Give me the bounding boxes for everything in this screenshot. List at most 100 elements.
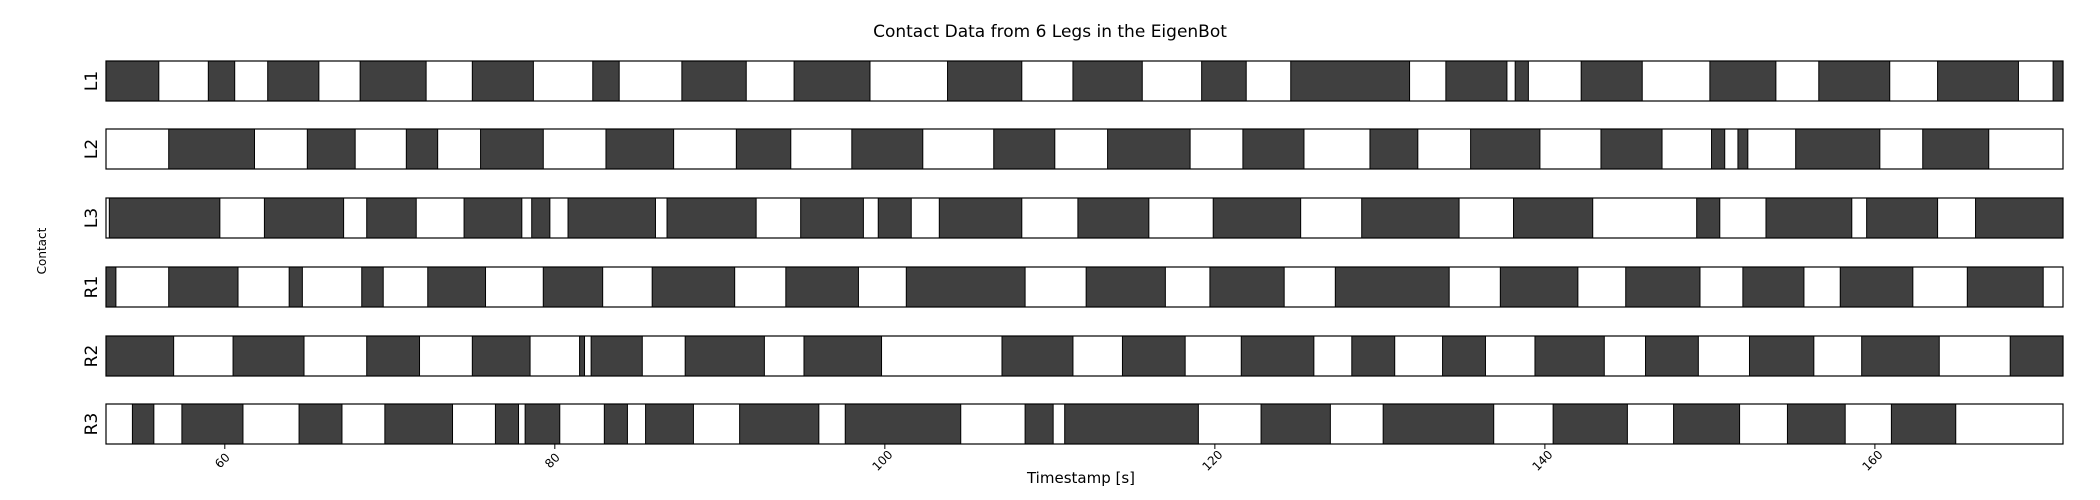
x-tick-label: 120 [1199,448,1225,474]
x-tick-label: 140 [1529,448,1555,474]
contact-segment [207,60,236,102]
contact-segment [1861,335,1940,377]
contact-segment [366,335,421,377]
contact-segment [605,128,675,170]
x-tick-label: 60 [212,450,233,471]
leg-row-r1: R1 [82,266,2064,308]
row-frame [105,197,2064,239]
contact-segment [1514,60,1529,102]
contact-segment [359,60,427,102]
contact-segment [542,266,604,308]
contact-segment [1975,197,2064,239]
contact-segment [1260,403,1331,445]
contact-segment [108,197,221,239]
contact-segment [405,128,439,170]
contact-segment [306,128,356,170]
contact-segment [1107,128,1191,170]
contact-segment [463,197,523,239]
contact-segment [1839,266,1914,308]
contact-segment [168,128,256,170]
contact-segment [1742,266,1805,308]
contact-segment [579,335,586,377]
contact-segment [1024,403,1054,445]
contact-segment [298,403,343,445]
contact-segment [1625,266,1701,308]
contact-segment [1382,403,1495,445]
contact-segment [1866,197,1939,239]
contact-segment [735,128,792,170]
contact-segment [1513,197,1594,239]
contact-segment [1121,335,1186,377]
contact-segment [361,266,384,308]
contact-segment [993,128,1056,170]
row-label-r2: R2 [82,345,102,368]
contact-segment [1445,60,1508,102]
chart-title: Contact Data from 6 Legs in the EigenBot [873,22,1227,42]
contact-segment [524,403,561,445]
contact-segment [263,197,345,239]
contact-segment [168,266,239,308]
contact-segment [1737,128,1749,170]
y-axis-label: Contact [35,227,49,274]
contact-segment [1334,266,1450,308]
contact-segment [1600,128,1663,170]
x-tick-label: 100 [869,448,895,474]
contact-segment [803,335,883,377]
row-frame [105,128,2064,170]
contact-segment [877,197,912,239]
contact-segment [666,197,757,239]
contact-segment [181,403,244,445]
leg-rows: L1 L2 L3 R1 R2 R3 [82,60,2064,445]
x-axis-label: Timestamp [s] [1026,469,1135,487]
contact-segment [938,197,1023,239]
contact-segment [785,266,859,308]
contact-segment [851,128,924,170]
contact-segment [471,335,531,377]
row-label-r3: R3 [82,413,102,436]
contact-segment [1552,403,1628,445]
contact-segment [793,60,871,102]
contact-segment [1890,403,1957,445]
leg-row-l1: L1 [82,60,2064,102]
contact-segment [1786,403,1846,445]
contact-segment [427,266,487,308]
row-background [106,336,2063,376]
contact-segment [1085,266,1166,308]
row-background [106,129,2063,169]
leg-row-r2: R2 [82,335,2064,377]
contact-segment [1351,335,1396,377]
contact-segment [1580,60,1643,102]
contact-segment [384,403,454,445]
contact-segment [480,128,544,170]
contact-segment [1442,335,1486,377]
contact-segment [1748,335,1815,377]
contact-segment [684,335,765,377]
contact-segment [1765,197,1853,239]
contact-segment [590,335,643,377]
contact-segment [2052,60,2064,102]
contact-segment [1795,128,1881,170]
contact-segment [681,60,747,102]
contact-segment [592,60,620,102]
x-tick-label: 80 [542,450,563,471]
contact-segment [567,197,656,239]
contact-segment [105,266,117,308]
contact-segment [1966,266,2044,308]
contact-segment [232,335,305,377]
contact-segment [131,403,155,445]
contact-segment [1534,335,1605,377]
contact-segment [1212,197,1302,239]
leg-row-r3: R3 [82,403,2064,445]
contact-segment [1201,60,1247,102]
x-tick-label: 160 [1859,448,1885,474]
contact-segment [1696,197,1721,239]
contact-segment [1001,335,1074,377]
contact-segment [844,403,962,445]
contact-segment [2009,335,2064,377]
contact-segment [1369,128,1419,170]
contact-segment [645,403,694,445]
contact-segment [1499,266,1579,308]
leg-row-l2: L2 [82,128,2064,170]
contact-segment [905,266,1026,308]
